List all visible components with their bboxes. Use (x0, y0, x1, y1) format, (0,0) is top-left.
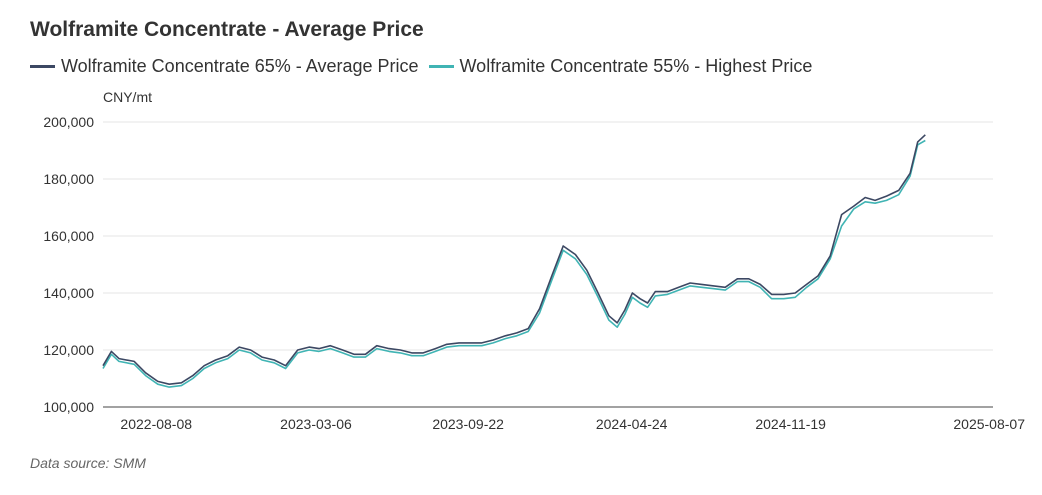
y-tick-label: 140,000 (43, 285, 94, 301)
series-line-2 (102, 139, 926, 388)
y-tick-label: 100,000 (43, 399, 94, 415)
y-tick-label: 120,000 (43, 342, 94, 358)
x-tick-label: 2024-11-19 (755, 416, 826, 432)
x-tick-label: 2022-08-08 (120, 416, 192, 432)
y-tick-label: 200,000 (43, 114, 94, 130)
data-source-note: Data source: SMM (30, 455, 146, 471)
series-line-1 (102, 134, 926, 385)
legend-swatch-series-2 (428, 65, 454, 68)
x-tick-label: 2023-09-22 (432, 416, 504, 432)
legend-item-series-1[interactable]: Wolframite Concentrate 65% - Average Pri… (30, 56, 419, 77)
x-tick-label: 2025-08-07 (953, 416, 1025, 432)
legend-item-series-2[interactable]: Wolframite Concentrate 55% - Highest Pri… (428, 56, 813, 77)
x-tick-label: 2023-03-06 (280, 416, 352, 432)
x-tick-label: 2024-04-24 (596, 416, 668, 432)
legend-swatch-series-1 (30, 65, 55, 68)
y-tick-label: 180,000 (43, 171, 94, 187)
chart-legend: Wolframite Concentrate 65% - Average Pri… (30, 56, 822, 77)
legend-label-series-1: Wolframite Concentrate 65% - Average Pri… (61, 56, 419, 76)
y-axis-unit-label: CNY/mt (103, 89, 152, 105)
y-tick-label: 160,000 (43, 228, 94, 244)
chart-title: Wolframite Concentrate - Average Price (30, 18, 424, 41)
legend-label-series-2: Wolframite Concentrate 55% - Highest Pri… (459, 56, 813, 76)
